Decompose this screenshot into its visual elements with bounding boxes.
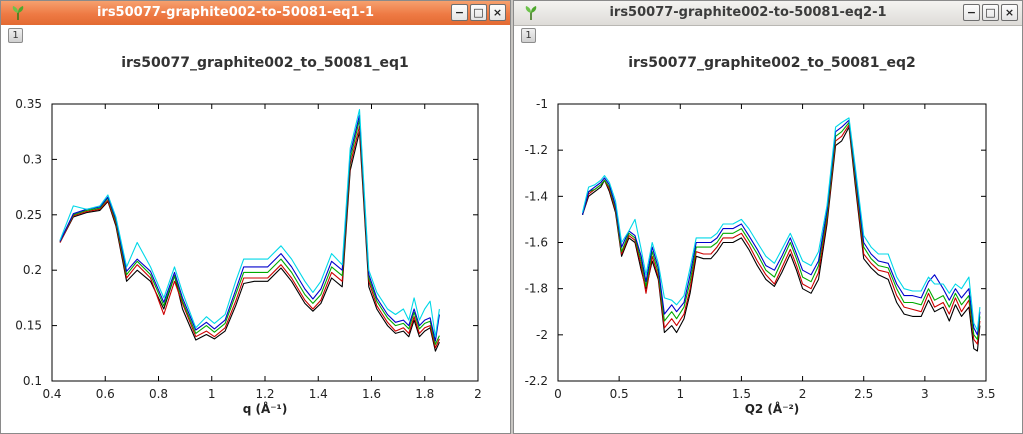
app-leaf-icon [12, 6, 24, 20]
y-tick-label: -2 [536, 328, 548, 342]
x-tick-label: 1.8 [415, 387, 434, 401]
plot-window-eq1: irs50077-graphite002-to-50081-eq1-1 − □ … [0, 0, 511, 434]
y-tick-label: 0.2 [23, 263, 42, 277]
chart-eq1: irs50077_graphite002_to_50081_eq1 0.4 0.6 0… [15, 55, 482, 416]
x-tick-label: 1.5 [732, 387, 751, 401]
tab-1[interactable]: 1 [521, 28, 536, 43]
x-tick-label: 0.6 [96, 387, 115, 401]
series-line-1 [59, 131, 440, 352]
x-tick-label: 1 [676, 387, 684, 401]
plot-window-eq2: irs50077-graphite002-to-50081-eq2-1 − □ … [513, 0, 1023, 434]
chart-eq2: irs50077_graphite002_to_50081_eq2 0 0.5 1 1.… [525, 55, 996, 416]
y-tick-label: 0.25 [15, 208, 42, 222]
y-tick-label: -1.2 [525, 143, 548, 157]
window-titlebar[interactable]: irs50077-graphite002-to-50081-eq1-1 − □ … [1, 1, 510, 25]
x-tick-label: 1.6 [362, 387, 381, 401]
app-leaf-icon [525, 6, 537, 20]
window-title: irs50077-graphite002-to-50081-eq2-1 [609, 5, 887, 20]
series-line-5 [59, 108, 440, 338]
x-tick-label: 0.5 [610, 387, 629, 401]
x-tick-label: 0 [554, 387, 562, 401]
chart-title: irs50077_graphite002_to_50081_eq1 [121, 55, 409, 71]
y-tick-label: 0.35 [15, 97, 42, 111]
x-tick-label: 0.8 [149, 387, 168, 401]
x-axis-label: Q2 (Å⁻²) [745, 401, 800, 416]
y-tick-label: -1 [536, 97, 548, 111]
x-tick-label: 2.5 [854, 387, 873, 401]
series-line-2 [581, 124, 981, 345]
maximize-button[interactable]: □ [470, 4, 487, 21]
series-line-5 [581, 117, 981, 331]
chart-title: irs50077_graphite002_to_50081_eq2 [628, 55, 916, 71]
minimize-button[interactable]: − [963, 4, 980, 21]
x-tick-label: 1 [208, 387, 216, 401]
series-line-1 [581, 126, 981, 352]
minimize-button[interactable]: − [451, 4, 468, 21]
x-tick-label: 3 [921, 387, 929, 401]
y-tick-label: 0.3 [23, 152, 42, 166]
y-tick-label: 0.15 [15, 319, 42, 333]
x-tick-label: 2 [474, 387, 482, 401]
tab-1[interactable]: 1 [8, 28, 23, 43]
series-line-3 [581, 121, 981, 340]
x-tick-label: 2 [799, 387, 807, 401]
series-line-2 [59, 125, 440, 349]
x-tick-label: 0.4 [42, 387, 61, 401]
x-axis-label: q (Å⁻¹) [243, 401, 288, 416]
series-line-3 [59, 118, 440, 345]
x-tick-label: 1.2 [255, 387, 274, 401]
y-tick-label: -1.4 [525, 189, 548, 203]
window-titlebar[interactable]: irs50077-graphite002-to-50081-eq2-1 − □ … [514, 1, 1022, 26]
close-button[interactable]: × [489, 4, 506, 21]
y-tick-label: 0.1 [23, 374, 42, 388]
series-line-4 [581, 119, 981, 336]
close-button[interactable]: × [1001, 4, 1018, 21]
window-title: irs50077-graphite002-to-50081-eq1-1 [96, 5, 375, 20]
maximize-button[interactable]: □ [982, 4, 999, 21]
y-tick-label: -1.6 [525, 236, 548, 250]
x-tick-label: 1.4 [309, 387, 328, 401]
series-line-4 [59, 114, 440, 342]
y-tick-label: -2.2 [525, 374, 548, 388]
plot-frame [51, 103, 479, 382]
y-tick-label: -1.8 [525, 282, 548, 296]
x-tick-label: 3.5 [976, 387, 995, 401]
